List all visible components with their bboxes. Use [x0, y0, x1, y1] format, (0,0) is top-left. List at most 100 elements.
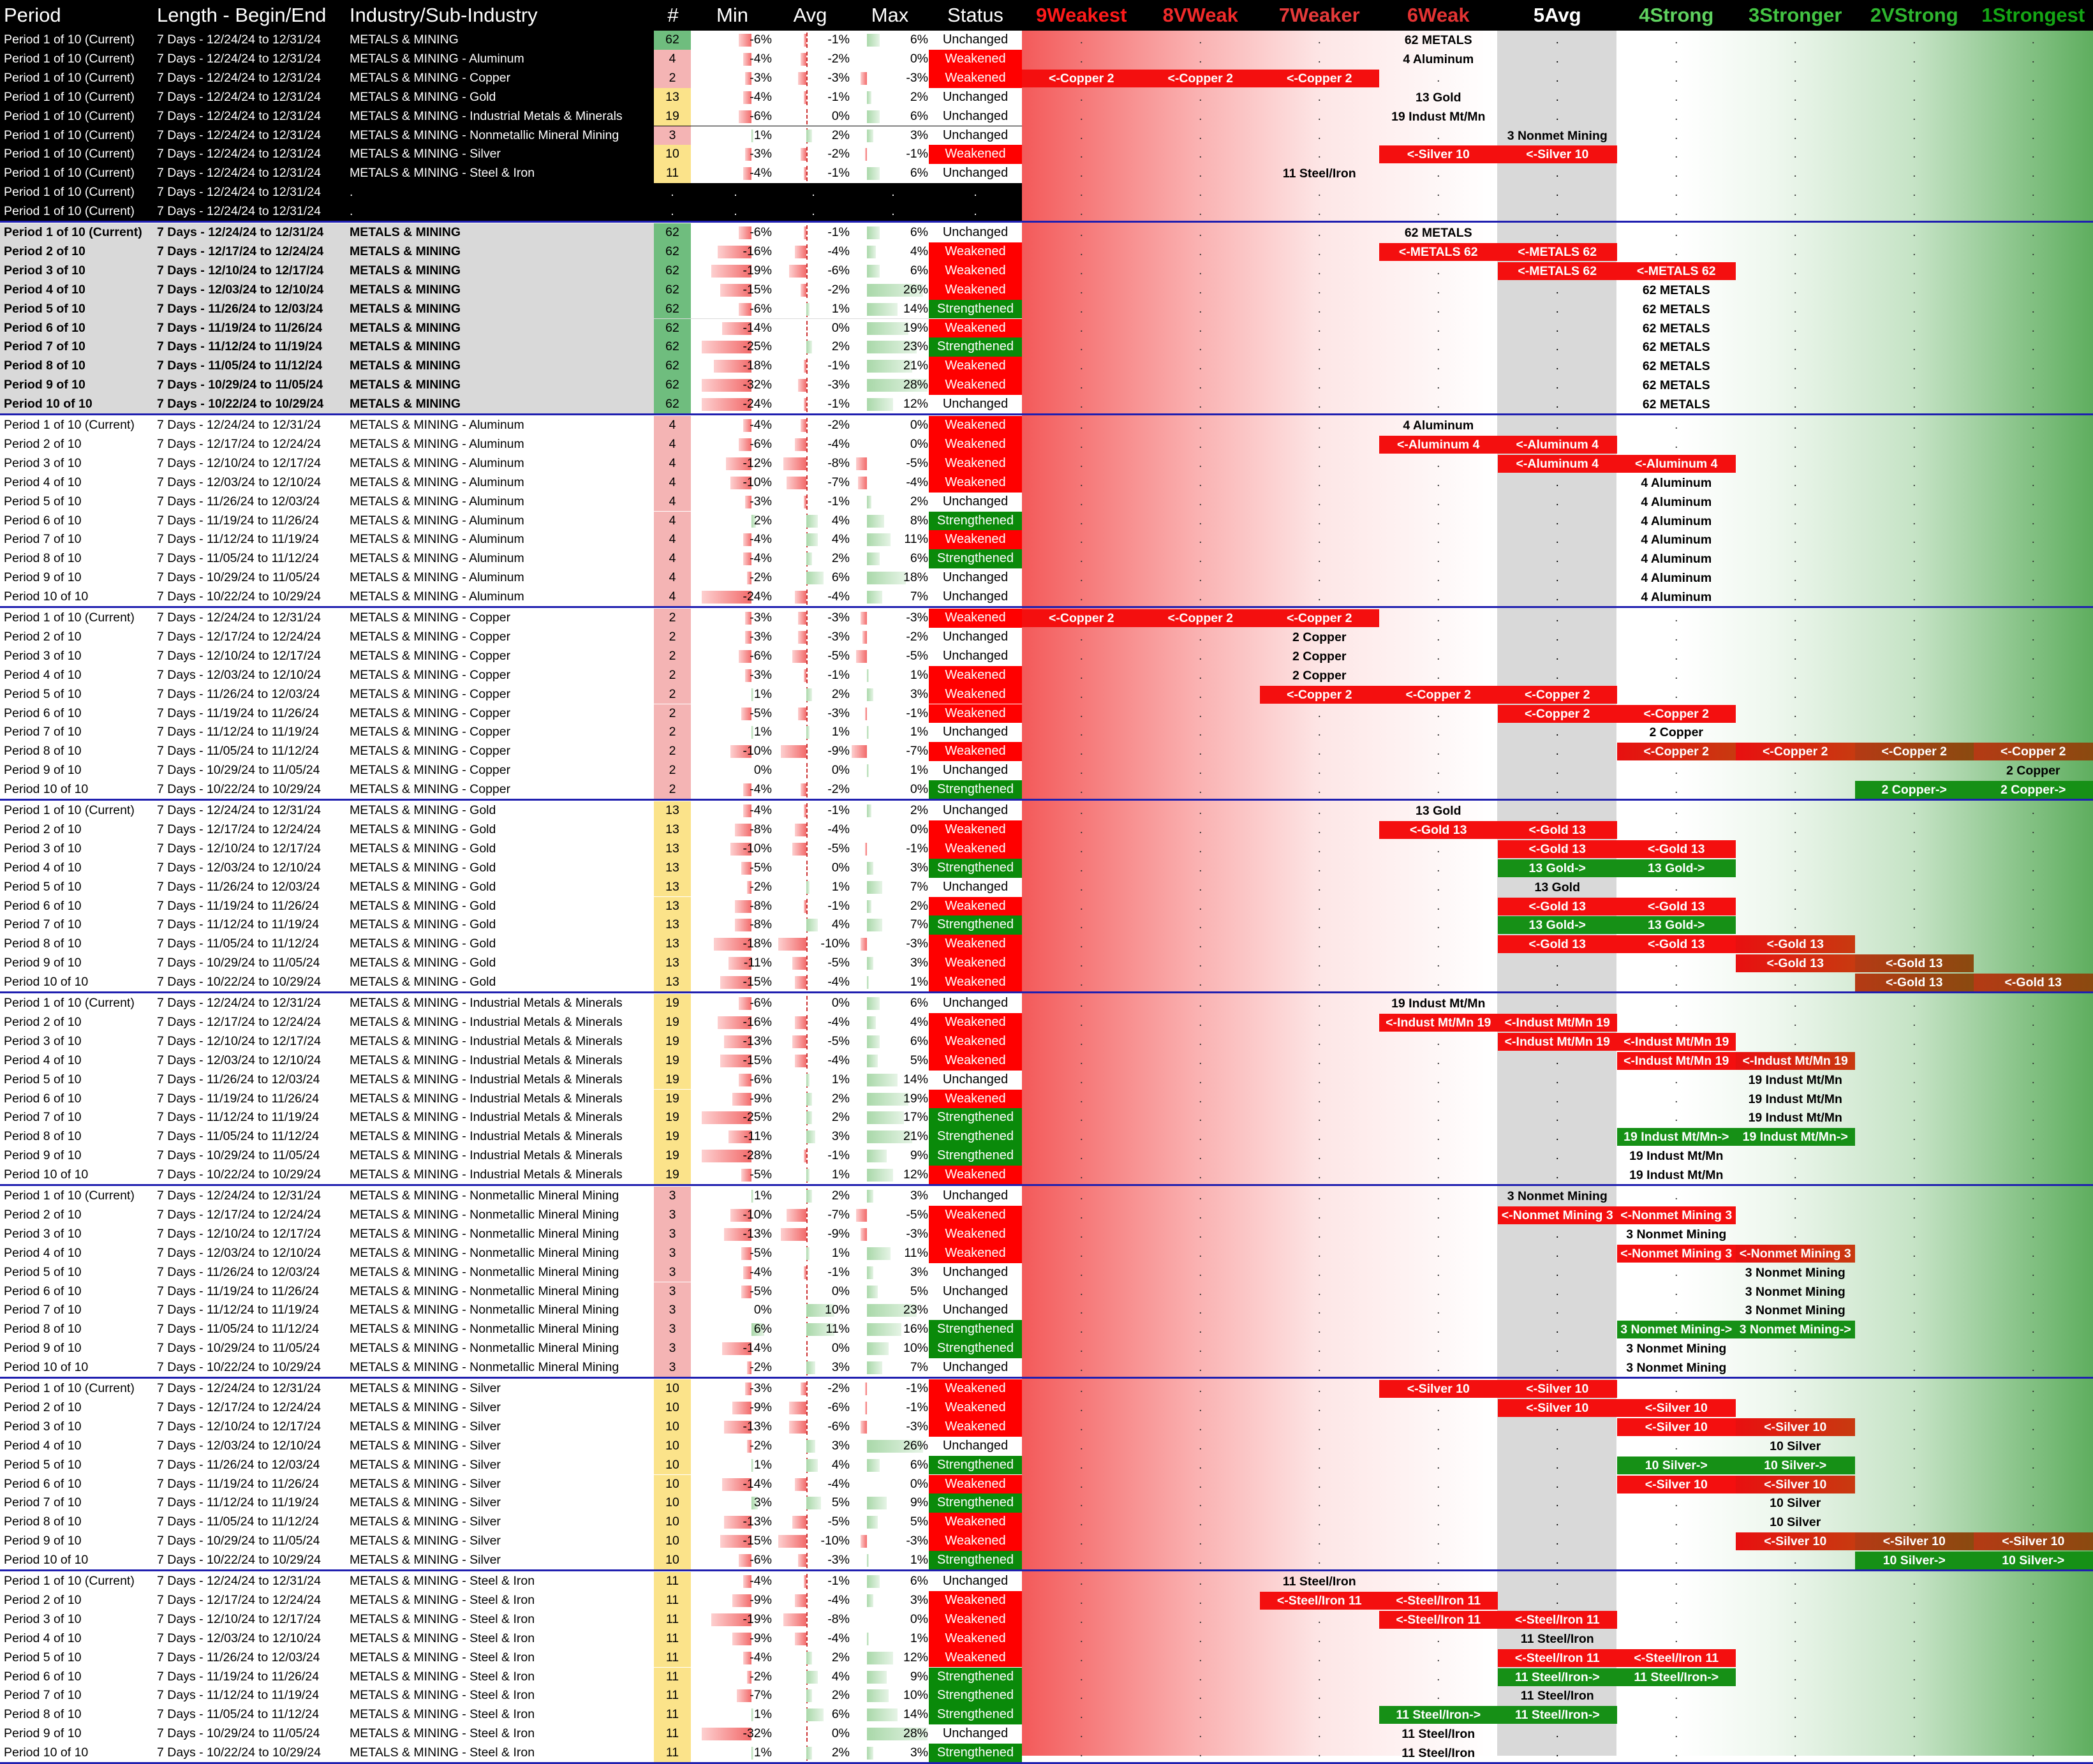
- table-row[interactable]: Period 2 of 10 7 Days - 12/17/24 to 12/24…: [0, 242, 2093, 262]
- table-row[interactable]: Period 1 of 10 (Current) 7 Days - 12/24/2…: [0, 145, 2093, 165]
- table-row[interactable]: Period 3 of 10 7 Days - 12/10/24 to 12/17…: [0, 839, 2093, 859]
- table-row[interactable]: Period 1 of 10 (Current) 7 Days - 12/24/2…: [0, 49, 2093, 69]
- table-row[interactable]: Period 8 of 10 7 Days - 11/05/24 to 11/12…: [0, 549, 2093, 569]
- header-scale-6[interactable]: 4Strong: [1639, 4, 1714, 26]
- table-row[interactable]: Period 5 of 10 7 Days - 11/26/24 to 12/03…: [0, 1263, 2093, 1282]
- table-row[interactable]: Period 4 of 10 7 Days - 12/03/24 to 12/10…: [0, 280, 2093, 300]
- table-row[interactable]: Period 6 of 10 7 Days - 11/19/24 to 11/26…: [0, 1474, 2093, 1494]
- table-row[interactable]: Period 7 of 10 7 Days - 11/12/24 to 11/19…: [0, 1686, 2093, 1706]
- table-row[interactable]: Period 9 of 10 7 Days - 10/29/24 to 11/05…: [0, 568, 2093, 588]
- table-row[interactable]: Period 10 of 10 7 Days - 10/22/24 to 10/2…: [0, 1166, 2093, 1185]
- table-row[interactable]: Period 5 of 10 7 Days - 11/26/24 to 12/03…: [0, 685, 2093, 704]
- table-row[interactable]: Period 3 of 10 7 Days - 12/10/24 to 12/17…: [0, 261, 2093, 281]
- table-row[interactable]: Period 1 of 10 (Current) 7 Days - 12/24/2…: [0, 126, 2093, 145]
- table-row[interactable]: Period 6 of 10 7 Days - 11/19/24 to 11/26…: [0, 1667, 2093, 1687]
- table-row[interactable]: Period 2 of 10 7 Days - 12/17/24 to 12/24…: [0, 1012, 2093, 1032]
- header-count[interactable]: #: [667, 4, 679, 26]
- table-row[interactable]: Period 1 of 10 (Current) 7 Days - 12/24/2…: [0, 164, 2093, 184]
- table-row[interactable]: Period 8 of 10 7 Days - 11/05/24 to 11/12…: [0, 1513, 2093, 1532]
- table-row[interactable]: Period 2 of 10 7 Days - 12/17/24 to 12/24…: [0, 434, 2093, 454]
- table-row[interactable]: Period 6 of 10 7 Days - 11/19/24 to 11/26…: [0, 704, 2093, 723]
- table-row[interactable]: Period 9 of 10 7 Days - 10/29/24 to 11/05…: [0, 1339, 2093, 1359]
- header-avg[interactable]: Avg: [793, 4, 827, 26]
- table-row[interactable]: Period 9 of 10 7 Days - 10/29/24 to 11/05…: [0, 761, 2093, 781]
- header-length[interactable]: Length - Begin/End: [157, 4, 327, 26]
- table-row[interactable]: Period 5 of 10 7 Days - 11/26/24 to 12/03…: [0, 877, 2093, 897]
- table-row[interactable]: Period 1 of 10 (Current) 7 Days - 12/24/2…: [0, 183, 2093, 202]
- table-row[interactable]: Period 4 of 10 7 Days - 12/03/24 to 12/10…: [0, 1436, 2093, 1456]
- table-row[interactable]: Period 1 of 10 (Current) 7 Days - 12/24/2…: [0, 609, 2093, 628]
- table-row[interactable]: Period 9 of 10 7 Days - 10/29/24 to 11/05…: [0, 376, 2093, 396]
- table-row[interactable]: Period 1 of 10 (Current) 7 Days - 12/24/2…: [0, 31, 2093, 50]
- table-row[interactable]: Period 7 of 10 7 Days - 11/12/24 to 11/19…: [0, 1108, 2093, 1128]
- table-row[interactable]: Period 8 of 10 7 Days - 11/05/24 to 11/12…: [0, 742, 2093, 762]
- table-row[interactable]: Period 2 of 10 7 Days - 12/17/24 to 12/24…: [0, 1590, 2093, 1610]
- table-row[interactable]: Period 7 of 10 7 Days - 11/12/24 to 11/19…: [0, 915, 2093, 935]
- table-row[interactable]: Period 6 of 10 7 Days - 11/19/24 to 11/26…: [0, 1282, 2093, 1301]
- header-min[interactable]: Min: [716, 4, 748, 26]
- table-row[interactable]: Period 9 of 10 7 Days - 10/29/24 to 11/05…: [0, 1724, 2093, 1744]
- table-row[interactable]: Period 1 of 10 (Current) 7 Days - 12/24/2…: [0, 223, 2093, 242]
- table-row[interactable]: Period 10 of 10 7 Days - 10/22/24 to 10/2…: [0, 1358, 2093, 1377]
- header-status[interactable]: Status: [947, 4, 1003, 26]
- table-row[interactable]: Period 10 of 10 7 Days - 10/22/24 to 10/2…: [0, 395, 2093, 414]
- table-row[interactable]: Period 5 of 10 7 Days - 11/26/24 to 12/03…: [0, 492, 2093, 512]
- table-row[interactable]: Period 7 of 10 7 Days - 11/12/24 to 11/19…: [0, 337, 2093, 357]
- header-scale-2[interactable]: 8VWeak: [1162, 4, 1238, 26]
- table-row[interactable]: Period 2 of 10 7 Days - 12/17/24 to 12/24…: [0, 1398, 2093, 1418]
- table-row[interactable]: Period 4 of 10 7 Days - 12/03/24 to 12/10…: [0, 858, 2093, 878]
- table-row[interactable]: Period 6 of 10 7 Days - 11/19/24 to 11/26…: [0, 896, 2093, 916]
- table-row[interactable]: Period 9 of 10 7 Days - 10/29/24 to 11/05…: [0, 1532, 2093, 1552]
- table-row[interactable]: Period 3 of 10 7 Days - 12/10/24 to 12/17…: [0, 454, 2093, 473]
- header-scale-5[interactable]: 5Avg: [1533, 4, 1581, 26]
- header-scale-7[interactable]: 3Stronger: [1749, 4, 1842, 26]
- header-scale-1[interactable]: 9Weakest: [1036, 4, 1127, 26]
- header-scale-8[interactable]: 2VStrong: [1870, 4, 1958, 26]
- table-row[interactable]: Period 4 of 10 7 Days - 12/03/24 to 12/10…: [0, 665, 2093, 685]
- table-row[interactable]: Period 2 of 10 7 Days - 12/17/24 to 12/24…: [0, 627, 2093, 647]
- table-row[interactable]: Period 8 of 10 7 Days - 11/05/24 to 11/12…: [0, 1320, 2093, 1340]
- table-row[interactable]: Period 6 of 10 7 Days - 11/19/24 to 11/26…: [0, 511, 2093, 531]
- table-row[interactable]: Period 10 of 10 7 Days - 10/22/24 to 10/2…: [0, 1551, 2093, 1570]
- table-row[interactable]: Period 5 of 10 7 Days - 11/26/24 to 12/03…: [0, 1070, 2093, 1090]
- table-row[interactable]: Period 6 of 10 7 Days - 11/19/24 to 11/26…: [0, 1089, 2093, 1109]
- table-row[interactable]: Period 8 of 10 7 Days - 11/05/24 to 11/12…: [0, 1127, 2093, 1147]
- table-row[interactable]: Period 1 of 10 (Current) 7 Days - 12/24/2…: [0, 87, 2093, 107]
- table-row[interactable]: Period 1 of 10 (Current) 7 Days - 12/24/2…: [0, 1187, 2093, 1206]
- header-max[interactable]: Max: [871, 4, 909, 26]
- header-scale-9[interactable]: 1Strongest: [1981, 4, 2085, 26]
- table-row[interactable]: Period 8 of 10 7 Days - 11/05/24 to 11/12…: [0, 357, 2093, 376]
- table-row[interactable]: Period 1 of 10 (Current) 7 Days - 12/24/2…: [0, 994, 2093, 1013]
- table-row[interactable]: Period 9 of 10 7 Days - 10/29/24 to 11/05…: [0, 1146, 2093, 1166]
- table-row[interactable]: Period 3 of 10 7 Days - 12/10/24 to 12/17…: [0, 1610, 2093, 1629]
- table-row[interactable]: Period 5 of 10 7 Days - 11/26/24 to 12/03…: [0, 1455, 2093, 1475]
- table-row[interactable]: Period 4 of 10 7 Days - 12/03/24 to 12/10…: [0, 1629, 2093, 1649]
- table-row[interactable]: Period 2 of 10 7 Days - 12/17/24 to 12/24…: [0, 1205, 2093, 1225]
- header-scale-3[interactable]: 7Weaker: [1278, 4, 1360, 26]
- table-row[interactable]: Period 10 of 10 7 Days - 10/22/24 to 10/2…: [0, 1744, 2093, 1763]
- table-row[interactable]: Period 4 of 10 7 Days - 12/03/24 to 12/10…: [0, 1243, 2093, 1263]
- table-row[interactable]: Period 3 of 10 7 Days - 12/10/24 to 12/17…: [0, 1224, 2093, 1244]
- table-row[interactable]: Period 2 of 10 7 Days - 12/17/24 to 12/24…: [0, 820, 2093, 840]
- header-industry[interactable]: Industry/Sub-Industry: [350, 4, 538, 26]
- table-row[interactable]: Period 4 of 10 7 Days - 12/03/24 to 12/10…: [0, 1051, 2093, 1071]
- table-row[interactable]: Period 8 of 10 7 Days - 11/05/24 to 11/12…: [0, 1705, 2093, 1725]
- table-row[interactable]: Period 7 of 10 7 Days - 11/12/24 to 11/19…: [0, 1301, 2093, 1321]
- table-row[interactable]: Period 1 of 10 (Current) 7 Days - 12/24/2…: [0, 68, 2093, 88]
- table-row[interactable]: Period 1 of 10 (Current) 7 Days - 12/24/2…: [0, 801, 2093, 820]
- table-row[interactable]: Period 5 of 10 7 Days - 11/26/24 to 12/03…: [0, 299, 2093, 319]
- header-period[interactable]: Period: [4, 4, 61, 26]
- table-row[interactable]: Period 7 of 10 7 Days - 11/12/24 to 11/19…: [0, 723, 2093, 743]
- header-scale-4[interactable]: 6Weak: [1407, 4, 1470, 26]
- table-row[interactable]: Period 5 of 10 7 Days - 11/26/24 to 12/03…: [0, 1648, 2093, 1668]
- table-row[interactable]: Period 1 of 10 (Current) 7 Days - 12/24/2…: [0, 107, 2093, 126]
- table-row[interactable]: Period 1 of 10 (Current) 7 Days - 12/24/2…: [0, 416, 2093, 435]
- table-row[interactable]: Period 9 of 10 7 Days - 10/29/24 to 11/05…: [0, 954, 2093, 974]
- table-row[interactable]: Period 4 of 10 7 Days - 12/03/24 to 12/10…: [0, 473, 2093, 493]
- table-row[interactable]: Period 1 of 10 (Current) 7 Days - 12/24/2…: [0, 1379, 2093, 1398]
- table-row[interactable]: Period 1 of 10 (Current) 7 Days - 12/24/2…: [0, 202, 2093, 221]
- table-row[interactable]: Period 10 of 10 7 Days - 10/22/24 to 10/2…: [0, 973, 2093, 992]
- table-row[interactable]: Period 3 of 10 7 Days - 12/10/24 to 12/17…: [0, 646, 2093, 666]
- table-row[interactable]: Period 10 of 10 7 Days - 10/22/24 to 10/2…: [0, 780, 2093, 799]
- table-row[interactable]: Period 7 of 10 7 Days - 11/12/24 to 11/19…: [0, 1493, 2093, 1513]
